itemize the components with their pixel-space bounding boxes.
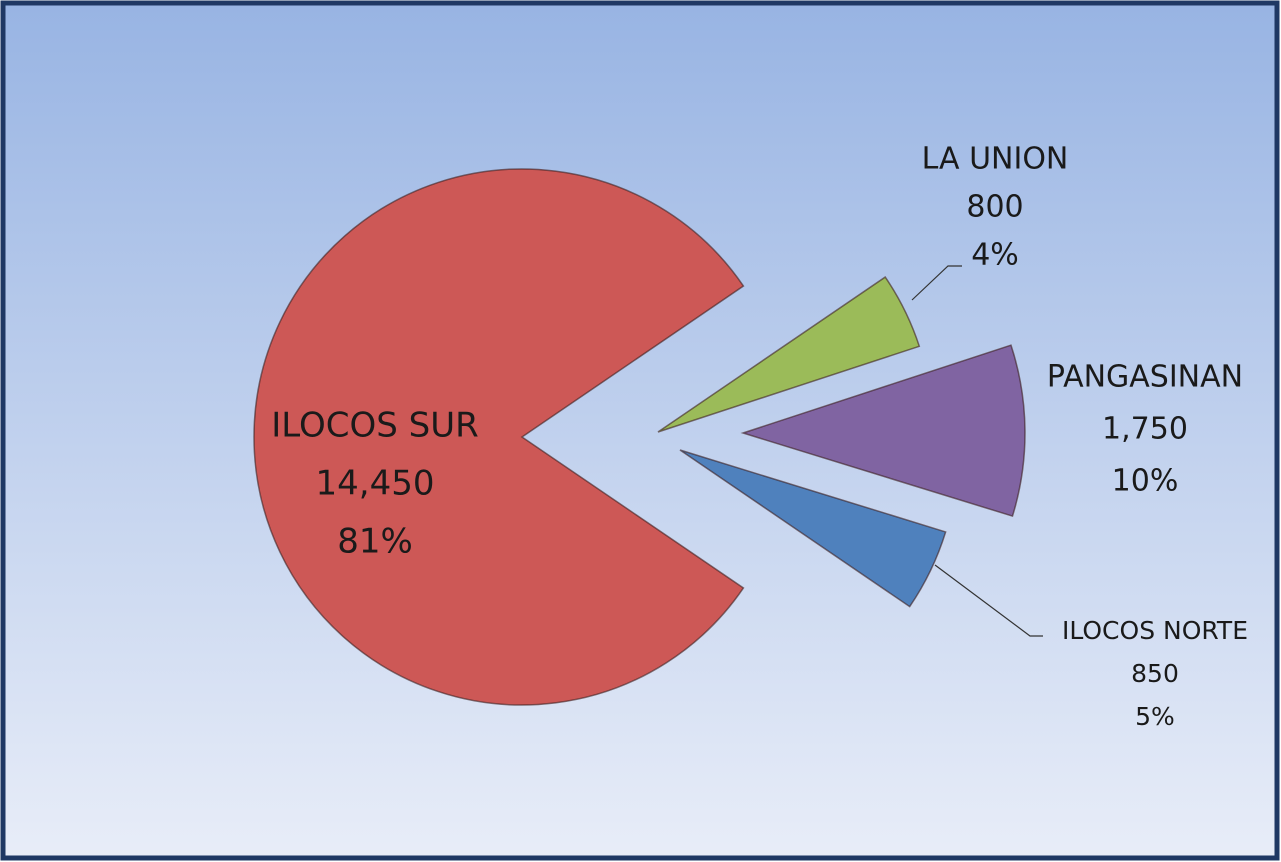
category-label: LA UNION [922, 142, 1069, 177]
category-label: ILOCOS NORTE [1062, 616, 1248, 645]
value-label: 850 [1131, 659, 1179, 688]
category-label: PANGASINAN [1047, 360, 1243, 395]
leader-line [934, 564, 1043, 637]
percentage-label: 81% [337, 522, 413, 562]
labels: ILOCOS SUR 14,450 81% LA UNION 800 4% PANGASIN… [271, 142, 1248, 732]
leader-line [911, 265, 962, 301]
value-label: 800 [966, 190, 1023, 225]
value-label: 1,750 [1102, 412, 1188, 447]
value-label: 14,450 [316, 464, 435, 504]
slices [253, 168, 1026, 706]
percentage-label: 4% [971, 238, 1019, 273]
pie-slice [253, 168, 745, 706]
percentage-label: 5% [1135, 702, 1175, 731]
category-label: ILOCOS SUR [271, 406, 479, 446]
pie-slice [740, 344, 1026, 518]
pie-slice [657, 276, 921, 433]
percentage-label: 10% [1112, 464, 1179, 499]
pie-slice [679, 449, 947, 608]
